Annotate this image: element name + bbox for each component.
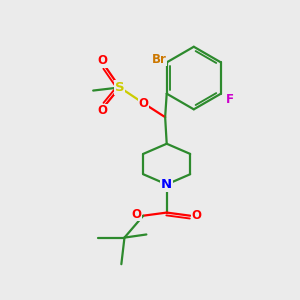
Text: O: O — [98, 104, 108, 117]
Text: O: O — [131, 208, 141, 220]
Text: N: N — [161, 178, 172, 191]
Text: O: O — [138, 97, 148, 110]
Text: O: O — [191, 209, 201, 222]
Text: F: F — [226, 93, 234, 106]
Text: S: S — [115, 81, 124, 94]
Text: Br: Br — [152, 53, 166, 66]
Text: O: O — [98, 54, 108, 67]
